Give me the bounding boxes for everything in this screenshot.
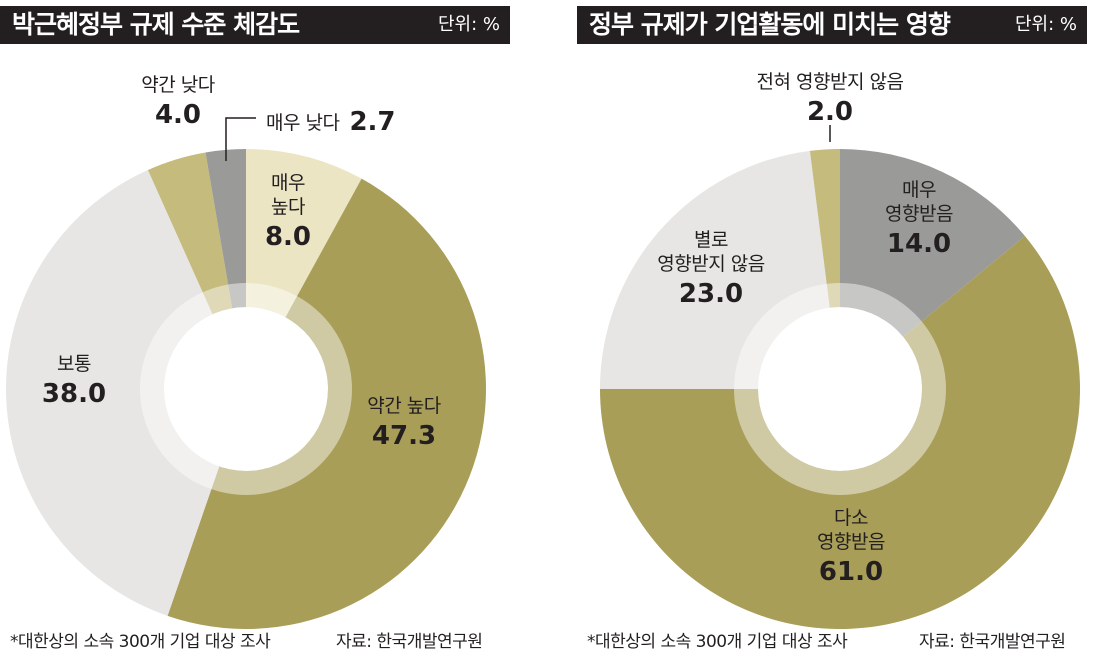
- slice-보통: [6, 169, 246, 616]
- unit-label: 단위: %: [1014, 14, 1077, 35]
- value-label: 2.0: [807, 97, 853, 127]
- category-label: 매우: [271, 172, 305, 194]
- label-전혀-영향받지-않음: 전혀 영향받지 않음 2.0: [757, 71, 904, 142]
- category-label: 영향받음: [885, 203, 953, 225]
- chart-title: 박근혜정부 규제 수준 체감도: [12, 10, 300, 39]
- source-label: 자료: 한국개발연구원: [919, 632, 1066, 652]
- donut-hole: [758, 307, 922, 471]
- footnote: *대한상의 소속 300개 기업 대상 조사: [587, 632, 848, 652]
- value-label: 38.0: [42, 379, 106, 409]
- category-label: 보통: [57, 353, 91, 375]
- value-label: 23.0: [679, 279, 743, 309]
- inner-ring: [140, 283, 352, 495]
- footnote: *대한상의 소속 300개 기업 대상 조사: [10, 632, 271, 652]
- category-label: 영향받지 않음: [657, 253, 764, 275]
- category-label: 약간 낮다: [141, 74, 214, 96]
- label-매우-낮다: 매우 낮다 2.7: [225, 107, 396, 161]
- category-label: 약간 높다: [367, 395, 440, 417]
- leader-line: [225, 117, 256, 161]
- category-label: 별로: [694, 229, 728, 251]
- chart-panel-regulation-level: 박근혜정부 규제 수준 체감도 단위: % 매우 높다 8.0 약간 높다 47.3 보통…: [0, 0, 520, 666]
- value-label: 14.0: [887, 229, 951, 259]
- inner-ring: [734, 283, 946, 495]
- chart-title-bar: 박근혜정부 규제 수준 체감도 단위: %: [0, 6, 510, 44]
- label-약간-낮다: 약간 낮다 4.0: [141, 74, 215, 130]
- slice-약간-높다: [167, 178, 487, 630]
- unit-label: 단위: %: [437, 14, 500, 35]
- value-label: 8.0: [265, 222, 311, 252]
- category-label: 다소: [834, 507, 868, 529]
- category-label: 높다: [271, 196, 305, 218]
- label-보통: 보통 38.0: [42, 353, 106, 409]
- label-약간-높다: 약간 높다 47.3: [367, 395, 441, 451]
- category-label: 전혀 영향받지 않음: [757, 71, 904, 93]
- category-label: 영향받음: [817, 531, 885, 553]
- category-label: 매우: [902, 179, 936, 201]
- value-label: 2.7: [349, 107, 395, 137]
- slice-별로-영향받지-않음: [600, 150, 840, 389]
- value-label: 4.0: [155, 100, 201, 130]
- value-label: 61.0: [819, 557, 883, 587]
- chart-title-bar: 정부 규제가 기업활동에 미치는 영향 단위: %: [577, 6, 1087, 44]
- source-label: 자료: 한국개발연구원: [336, 632, 483, 652]
- value-label: 47.3: [372, 421, 436, 451]
- donut-hole: [164, 307, 328, 471]
- chart-panel-regulation-impact: 정부 규제가 기업활동에 미치는 영향 단위: % 매우 영향받음 14.0 다소 영향…: [577, 0, 1096, 666]
- chart-title: 정부 규제가 기업활동에 미치는 영향: [589, 10, 951, 39]
- category-label: 매우 낮다: [266, 112, 339, 134]
